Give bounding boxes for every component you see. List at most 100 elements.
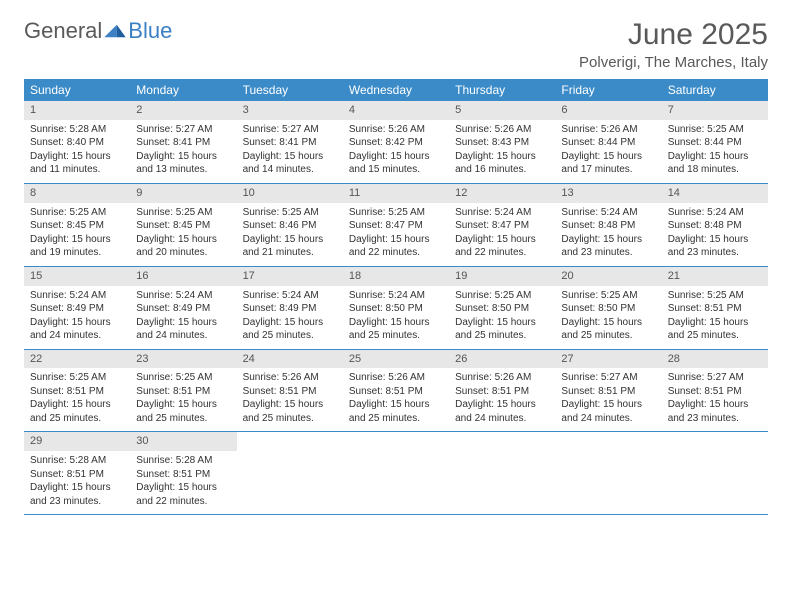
calendar-cell: 5Sunrise: 5:26 AMSunset: 8:43 PMDaylight… <box>449 101 555 183</box>
daylight-line: Daylight: 15 hours and 16 minutes. <box>455 150 549 177</box>
sunrise-line: Sunrise: 5:25 AM <box>243 206 337 220</box>
daylight-line: Daylight: 15 hours and 25 minutes. <box>349 398 443 425</box>
day-number: 9 <box>130 184 236 203</box>
calendar-week: 8Sunrise: 5:25 AMSunset: 8:45 PMDaylight… <box>24 184 768 267</box>
sunset-line: Sunset: 8:41 PM <box>243 136 337 150</box>
sunset-line: Sunset: 8:51 PM <box>349 385 443 399</box>
logo: General Blue <box>24 18 172 44</box>
day-body: Sunrise: 5:24 AMSunset: 8:49 PMDaylight:… <box>130 286 236 349</box>
day-body: Sunrise: 5:25 AMSunset: 8:51 PMDaylight:… <box>130 368 236 431</box>
sunrise-line: Sunrise: 5:24 AM <box>668 206 762 220</box>
daylight-line: Daylight: 15 hours and 24 minutes. <box>455 398 549 425</box>
day-number <box>449 432 555 451</box>
sunset-line: Sunset: 8:46 PM <box>243 219 337 233</box>
calendar-week: 22Sunrise: 5:25 AMSunset: 8:51 PMDayligh… <box>24 350 768 433</box>
title-block: June 2025 Polverigi, The Marches, Italy <box>579 18 768 71</box>
daylight-line: Daylight: 15 hours and 23 minutes. <box>30 481 124 508</box>
day-number: 20 <box>555 267 661 286</box>
day-body: Sunrise: 5:26 AMSunset: 8:43 PMDaylight:… <box>449 120 555 183</box>
day-number: 5 <box>449 101 555 120</box>
logo-word2: Blue <box>128 18 172 44</box>
sunrise-line: Sunrise: 5:25 AM <box>136 371 230 385</box>
day-number: 8 <box>24 184 130 203</box>
calendar-cell: 20 Sunrise: 5:25 AMSunset: 8:50 PMDayligh… <box>555 267 661 349</box>
day-header-cell: Tuesday <box>237 79 343 101</box>
calendar-cell: 9Sunrise: 5:25 AMSunset: 8:45 PMDaylight… <box>130 184 236 266</box>
sunset-line: Sunset: 8:48 PM <box>668 219 762 233</box>
day-header-cell: Wednesday <box>343 79 449 101</box>
sunrise-line: Sunrise: 5:28 AM <box>30 123 124 137</box>
day-number: 18 <box>343 267 449 286</box>
sunrise-line: Sunrise: 5:24 AM <box>243 289 337 303</box>
calendar-cell: 1Sunrise: 5:28 AMSunset: 8:40 PMDaylight… <box>24 101 130 183</box>
sunrise-line: Sunrise: 5:25 AM <box>349 206 443 220</box>
daylight-line: Daylight: 15 hours and 11 minutes. <box>30 150 124 177</box>
sunset-line: Sunset: 8:49 PM <box>243 302 337 316</box>
daylight-line: Daylight: 15 hours and 25 minutes. <box>243 398 337 425</box>
sunset-line: Sunset: 8:40 PM <box>30 136 124 150</box>
day-number: 23 <box>130 350 236 369</box>
calendar-cell: 10Sunrise: 5:25 AMSunset: 8:46 PMDayligh… <box>237 184 343 266</box>
daylight-line: Daylight: 15 hours and 25 minutes. <box>561 316 655 343</box>
calendar-cell: 12Sunrise: 5:24 AMSunset: 8:47 PMDayligh… <box>449 184 555 266</box>
sunset-line: Sunset: 8:44 PM <box>561 136 655 150</box>
daylight-line: Daylight: 15 hours and 22 minutes. <box>349 233 443 260</box>
day-header-cell: Thursday <box>449 79 555 101</box>
daylight-line: Daylight: 15 hours and 24 minutes. <box>561 398 655 425</box>
day-body: Sunrise: 5:27 AMSunset: 8:41 PMDaylight:… <box>237 120 343 183</box>
sunset-line: Sunset: 8:50 PM <box>455 302 549 316</box>
day-body: Sunrise: 5:26 AMSunset: 8:51 PMDaylight:… <box>237 368 343 431</box>
daylight-line: Daylight: 15 hours and 24 minutes. <box>136 316 230 343</box>
sunrise-line: Sunrise: 5:25 AM <box>668 123 762 137</box>
day-body: Sunrise: 5:24 AMSunset: 8:48 PMDaylight:… <box>662 203 768 266</box>
day-number: 19 <box>449 267 555 286</box>
calendar-cell: 23Sunrise: 5:25 AMSunset: 8:51 PMDayligh… <box>130 350 236 432</box>
day-body <box>555 451 661 460</box>
location-text: Polverigi, The Marches, Italy <box>579 54 768 71</box>
sunset-line: Sunset: 8:51 PM <box>30 385 124 399</box>
sunrise-line: Sunrise: 5:26 AM <box>349 371 443 385</box>
sunrise-line: Sunrise: 5:27 AM <box>243 123 337 137</box>
sunset-line: Sunset: 8:49 PM <box>30 302 124 316</box>
calendar-cell <box>662 432 768 514</box>
logo-word1: General <box>24 18 102 44</box>
calendar-cell: 27Sunrise: 5:27 AMSunset: 8:51 PMDayligh… <box>555 350 661 432</box>
day-number: 10 <box>237 184 343 203</box>
day-body: Sunrise: 5:25 AMSunset: 8:44 PMDaylight:… <box>662 120 768 183</box>
sunrise-line: Sunrise: 5:24 AM <box>349 289 443 303</box>
day-body: Sunrise: 5:24 AMSunset: 8:49 PMDaylight:… <box>237 286 343 349</box>
sunrise-line: Sunrise: 5:25 AM <box>561 289 655 303</box>
day-body <box>343 451 449 460</box>
sunrise-line: Sunrise: 5:26 AM <box>455 123 549 137</box>
calendar-cell: 28Sunrise: 5:27 AMSunset: 8:51 PMDayligh… <box>662 350 768 432</box>
calendar-cell: 8Sunrise: 5:25 AMSunset: 8:45 PMDaylight… <box>24 184 130 266</box>
daylight-line: Daylight: 15 hours and 15 minutes. <box>349 150 443 177</box>
day-body: Sunrise: 5:27 AMSunset: 8:51 PMDaylight:… <box>555 368 661 431</box>
day-number: 24 <box>237 350 343 369</box>
calendar-cell: 4Sunrise: 5:26 AMSunset: 8:42 PMDaylight… <box>343 101 449 183</box>
calendar-cell: 18Sunrise: 5:24 AMSunset: 8:50 PMDayligh… <box>343 267 449 349</box>
sunset-line: Sunset: 8:51 PM <box>668 302 762 316</box>
calendar-cell <box>449 432 555 514</box>
day-number: 15 <box>24 267 130 286</box>
daylight-line: Daylight: 15 hours and 13 minutes. <box>136 150 230 177</box>
day-number: 6 <box>555 101 661 120</box>
sunset-line: Sunset: 8:41 PM <box>136 136 230 150</box>
day-header-row: SundayMondayTuesdayWednesdayThursdayFrid… <box>24 79 768 101</box>
day-number: 12 <box>449 184 555 203</box>
daylight-line: Daylight: 15 hours and 23 minutes. <box>668 233 762 260</box>
day-number: 3 <box>237 101 343 120</box>
day-body: Sunrise: 5:26 AMSunset: 8:42 PMDaylight:… <box>343 120 449 183</box>
day-number: 4 <box>343 101 449 120</box>
daylight-line: Daylight: 15 hours and 25 minutes. <box>455 316 549 343</box>
sunset-line: Sunset: 8:51 PM <box>136 468 230 482</box>
sunrise-line: Sunrise: 5:25 AM <box>30 371 124 385</box>
sunset-line: Sunset: 8:50 PM <box>561 302 655 316</box>
sunset-line: Sunset: 8:51 PM <box>243 385 337 399</box>
day-number <box>343 432 449 451</box>
day-number: 28 <box>662 350 768 369</box>
sunset-line: Sunset: 8:50 PM <box>349 302 443 316</box>
logo-triangle-icon <box>104 23 126 39</box>
day-number <box>555 432 661 451</box>
calendar: SundayMondayTuesdayWednesdayThursdayFrid… <box>24 79 768 515</box>
